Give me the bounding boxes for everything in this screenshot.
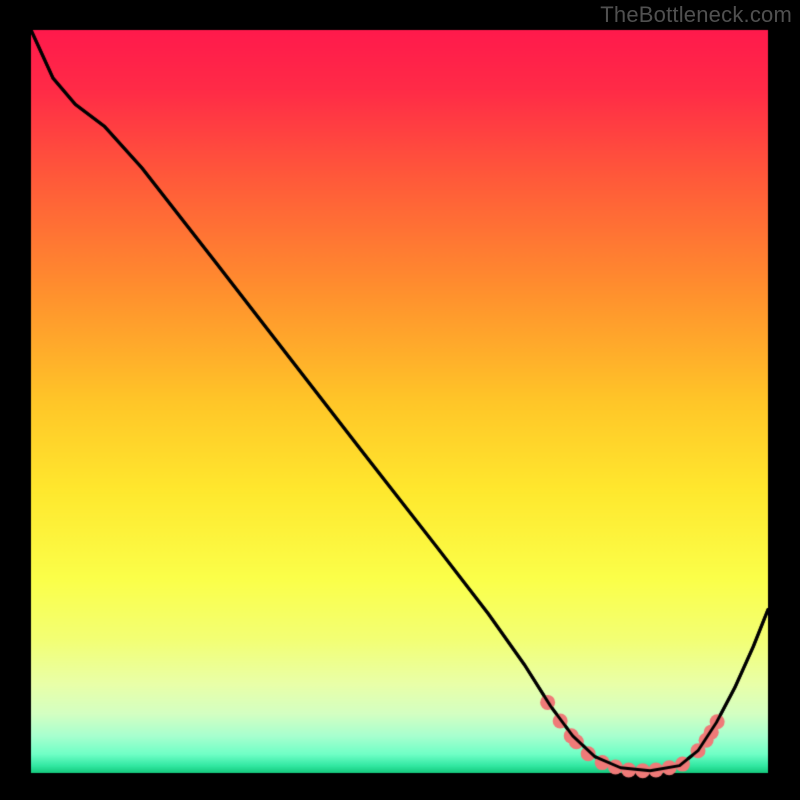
chart-container: TheBottleneck.com (0, 0, 800, 800)
watermark-text: TheBottleneck.com (600, 2, 792, 28)
bottleneck-chart (0, 0, 800, 800)
